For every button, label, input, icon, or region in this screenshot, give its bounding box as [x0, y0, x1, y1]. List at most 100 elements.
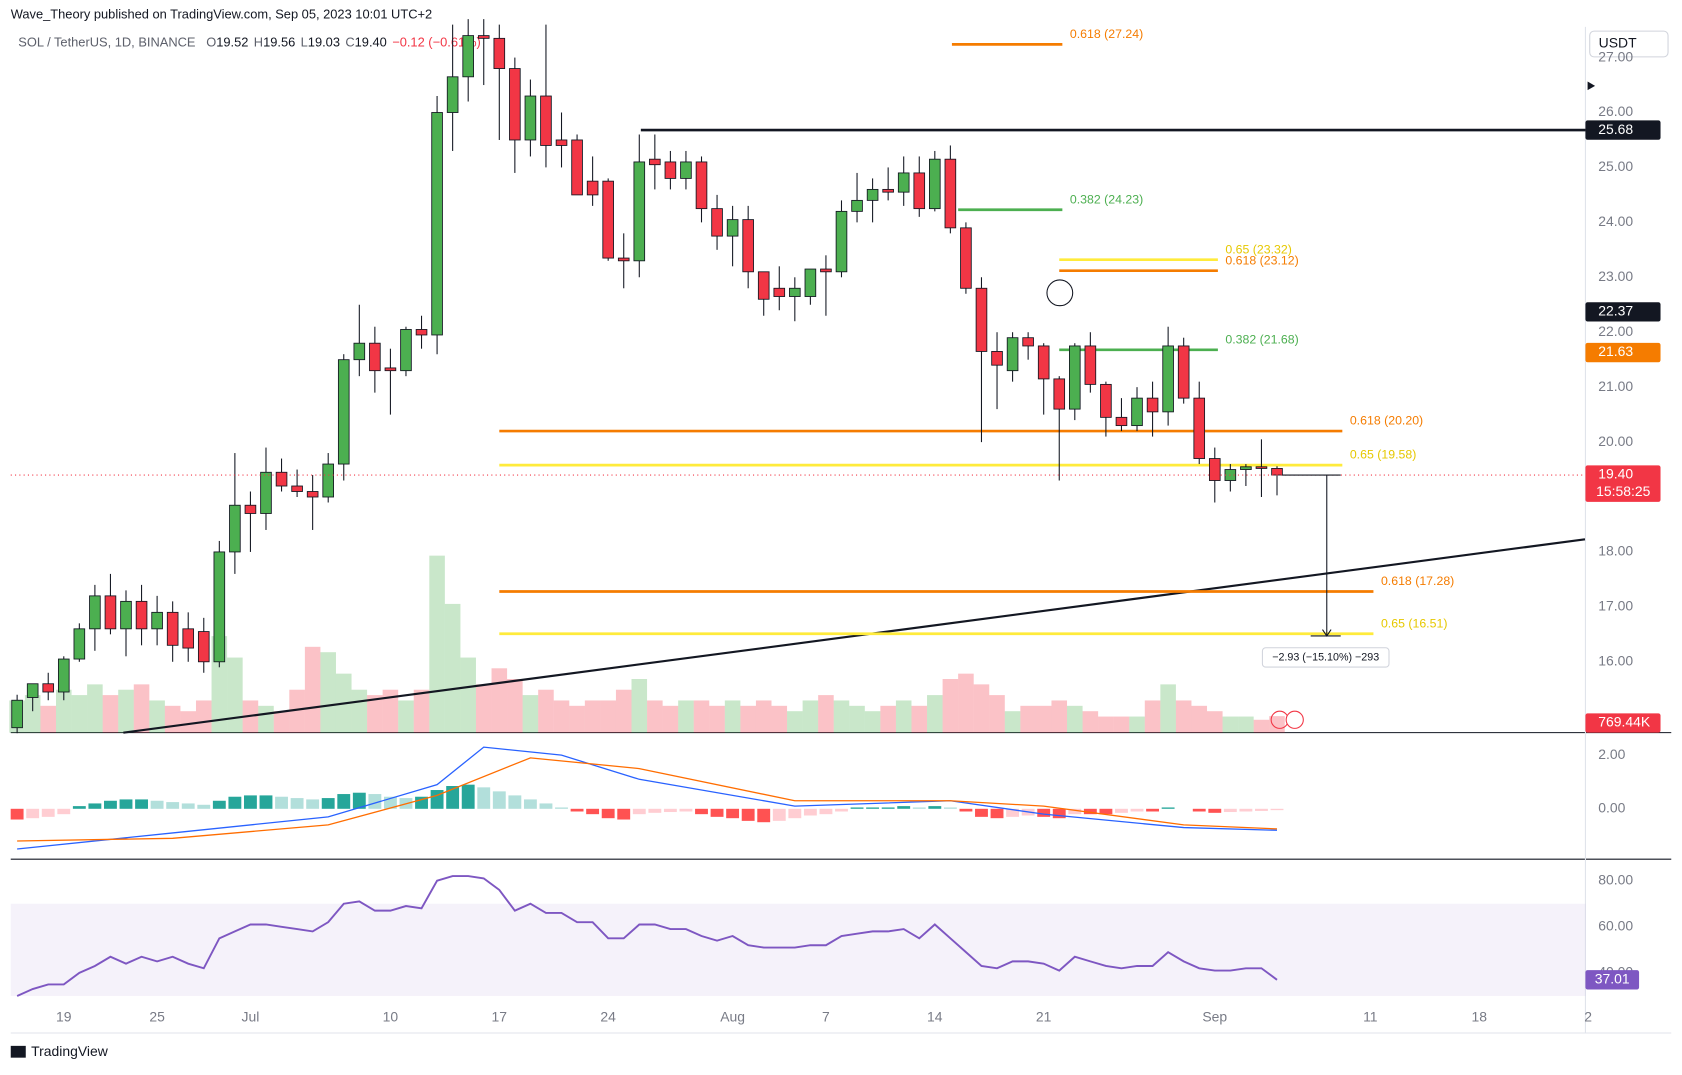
rsi-value-label: 37.01 — [1595, 970, 1630, 986]
volume-bar — [584, 700, 601, 733]
fib-label: 0.65 (16.51) — [1381, 616, 1447, 630]
macd-tick-label: 2.00 — [1598, 746, 1625, 762]
macd-bar — [523, 799, 537, 809]
macd-bar — [446, 786, 460, 809]
volume-bar — [927, 695, 943, 733]
volume-bar — [1113, 716, 1130, 733]
macd-bar — [72, 806, 86, 809]
currency[interactable]: USDT — [1599, 35, 1637, 51]
macd-bar — [1146, 808, 1160, 812]
x-tick-label: Aug — [720, 1009, 745, 1025]
macd-tick-label: 0.00 — [1598, 799, 1625, 815]
price-label-box — [1585, 302, 1661, 322]
candle-body — [773, 287, 786, 297]
y-tick-label: 27.00 — [1598, 48, 1633, 64]
footer: TradingView — [31, 1043, 109, 1059]
volume-bar — [507, 679, 523, 733]
macd-bar — [897, 806, 911, 809]
currency-button[interactable] — [1589, 30, 1669, 58]
macd-bar — [570, 808, 584, 812]
macd-bar — [1192, 808, 1206, 812]
ohlc-key: O — [206, 34, 216, 49]
candle-body — [197, 631, 210, 663]
volume-bar — [460, 657, 476, 733]
candle-body — [929, 158, 941, 210]
candle-body — [446, 76, 459, 113]
candle-body — [244, 504, 257, 514]
candle-body — [524, 95, 537, 141]
macd-bar — [1239, 808, 1253, 812]
volume-bar — [87, 684, 103, 733]
macd-bar — [166, 802, 180, 809]
y-tick-label: 20.00 — [1598, 433, 1633, 449]
macd-bar — [104, 800, 117, 809]
candle-body — [882, 188, 894, 193]
macd-bar — [710, 808, 724, 817]
scroll-arrow[interactable] — [1587, 81, 1596, 91]
candle-body — [820, 268, 832, 273]
volume-bar — [1191, 705, 1208, 733]
macd-bar — [461, 784, 475, 809]
candle-body — [695, 161, 708, 210]
volume-bar — [1082, 711, 1099, 733]
macd-bar — [508, 795, 522, 809]
candle-body — [789, 287, 801, 297]
candle-body — [1255, 466, 1268, 469]
indicator-icons[interactable] — [1270, 710, 1304, 729]
candle-body — [182, 628, 195, 649]
macd-line — [17, 746, 1278, 850]
candle-body — [337, 359, 350, 465]
candle-body — [369, 342, 381, 372]
macd-bar — [539, 803, 553, 809]
volume-bar — [678, 700, 694, 733]
volume-bar — [895, 700, 912, 733]
candle-body — [509, 68, 521, 141]
candle-body — [1240, 466, 1252, 470]
volume-bar — [973, 684, 990, 733]
volume-bar — [102, 695, 119, 733]
volume-bar — [1051, 700, 1068, 733]
y-tick-label: 24.00 — [1598, 213, 1633, 229]
volume-bar — [522, 695, 539, 733]
macd-bar — [57, 808, 71, 815]
price-label: 21.63 — [1598, 343, 1633, 359]
x-tick-label: 18 — [1471, 1009, 1487, 1025]
candle-body — [1022, 337, 1034, 347]
macd-bar — [1130, 808, 1144, 812]
candle-body — [275, 471, 288, 487]
volume-bar — [1004, 711, 1021, 733]
candle-body — [42, 683, 55, 693]
macd-bar — [212, 800, 226, 809]
macd-bar — [1006, 808, 1020, 817]
macd-bar — [1037, 808, 1051, 817]
macd-bar — [352, 792, 366, 809]
volume-bar — [273, 711, 290, 733]
macd-bar — [321, 798, 335, 809]
candle-body — [229, 504, 241, 553]
y-tick-label: 23.00 — [1598, 268, 1633, 284]
volume-bar — [118, 689, 134, 733]
candle-body — [897, 172, 910, 193]
macd-bar — [648, 808, 662, 813]
y-tick-label: 26.00 — [1598, 103, 1633, 119]
macd-bar — [1099, 808, 1113, 815]
fib-label: 0.618 (17.28) — [1381, 574, 1454, 588]
macd-bar — [975, 808, 988, 817]
volume-bar — [724, 700, 741, 733]
y-tick-label: 22.00 — [1598, 323, 1633, 339]
x-tick-label: Jul — [242, 1009, 260, 1025]
candle-body — [960, 227, 972, 289]
candle-body — [1053, 378, 1066, 410]
candle-body — [73, 628, 86, 660]
volume-bar — [304, 646, 321, 733]
rsi-tick-label: 60.00 — [1598, 917, 1633, 933]
macd-bar — [290, 798, 304, 809]
volume-bar — [56, 689, 72, 733]
candle-body — [835, 210, 848, 273]
volume-bar — [351, 689, 368, 733]
volume-bar — [71, 695, 88, 733]
ohlc-value: 19.52 — [216, 34, 248, 49]
candle-body — [680, 161, 692, 179]
macd-bar — [275, 796, 288, 809]
